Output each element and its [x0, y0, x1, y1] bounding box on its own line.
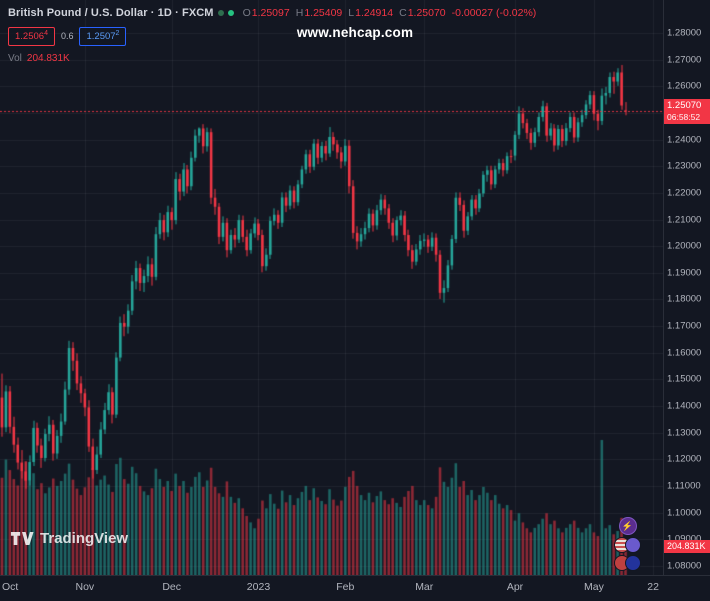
price-tick-label: 1.22000	[667, 187, 702, 199]
time-tick-label: Mar	[415, 581, 434, 593]
low-value: 1.24914	[355, 7, 394, 19]
buy-price-button[interactable]: 1.25072	[79, 27, 127, 46]
volume-value: 204.831K	[26, 52, 70, 64]
close-value: 1.25070	[407, 7, 446, 19]
low-label: L	[348, 7, 355, 19]
bar-close-countdown: 06:58:52	[667, 111, 701, 122]
flag-right-icon	[625, 537, 641, 553]
high-label: H	[295, 7, 304, 19]
price-tick-label: 1.27000	[667, 54, 702, 66]
currency-pair-badge-icon[interactable]	[614, 555, 641, 571]
sell-price-button[interactable]: 1.25064	[8, 27, 55, 46]
tradingview-logo-icon	[10, 532, 34, 545]
price-tick-label: 1.17000	[667, 320, 702, 332]
price-tick-label: 1.16000	[667, 347, 702, 359]
tradingview-logo[interactable]: TradingView	[10, 530, 128, 547]
price-tick-label: 1.24000	[667, 134, 702, 146]
time-tick-label: 22	[647, 581, 659, 593]
price-tick-label: 1.15000	[667, 373, 702, 385]
time-tick-label: 2023	[246, 581, 271, 593]
close-label: C	[399, 7, 407, 19]
time-tick-label: Oct	[2, 581, 19, 593]
volume-readout: Vol 204.831K	[8, 53, 536, 64]
time-tick-label: Apr	[506, 581, 524, 593]
lightning-badge-icon[interactable]: ⚡	[618, 517, 637, 535]
price-tick-label: 1.09000	[667, 534, 701, 545]
spread-value: 0.6	[60, 31, 74, 42]
time-tick-label: Feb	[336, 581, 355, 593]
currency-pair-badge-icon[interactable]	[614, 537, 641, 553]
chart-pane: British Pound / U.S. Dollar · 1D · FXCM …	[0, 0, 663, 575]
tradingview-logo-text: TradingView	[40, 530, 129, 547]
price-tick-label: 1.20000	[667, 240, 702, 252]
price-tick-label: 1.18000	[667, 293, 702, 305]
market-status-dot-icon	[217, 10, 224, 16]
last-price-value: 1.25070	[667, 100, 702, 112]
data-connection-dot-icon	[227, 10, 234, 16]
price-tick-label: 1.08000	[667, 560, 702, 572]
price-tick-label: 1.28000	[667, 27, 702, 39]
price-tick-label: 1.14000	[667, 400, 702, 412]
price-tick-label: 1.26000	[667, 80, 702, 92]
high-value: 1.25409	[304, 7, 343, 19]
time-tick-label: May	[584, 581, 604, 593]
site-watermark: www.nehcap.com	[296, 25, 414, 40]
last-price-badge[interactable]: 1.25070 06:58:52	[664, 99, 710, 124]
open-value: 1.25097	[251, 7, 290, 19]
time-tick-label: Nov	[75, 581, 95, 593]
change-value: -0.00027 (-0.02%)	[451, 7, 537, 19]
price-chart-canvas[interactable]	[0, 0, 663, 575]
price-tick-label: 1.13000	[667, 427, 702, 439]
price-tick-label: 1.12000	[667, 453, 702, 465]
time-axis[interactable]: Oct Nov Dec 2023 Feb Mar Apr May 22	[0, 575, 710, 601]
chart-legend: British Pound / U.S. Dollar · 1D · FXCM …	[8, 6, 536, 64]
time-tick-label: Dec	[162, 581, 181, 593]
floating-widgets: ⚡	[614, 517, 641, 571]
price-tick-label: 1.23000	[667, 160, 702, 172]
volume-axis-badge: 204.831K	[664, 540, 710, 553]
price-tick-label: 1.11000	[667, 480, 701, 492]
price-axis[interactable]: 1.25070 06:58:52 204.831K 1.08000 1.09000…	[663, 0, 710, 575]
price-tick-label: 1.21000	[667, 214, 702, 226]
symbol-title[interactable]: British Pound / U.S. Dollar · 1D · FXCM	[8, 7, 214, 19]
ohlc-readout: O 1.25097 H 1.25409 L 1.24914 C 1.25070 -0.0…	[243, 7, 537, 19]
price-tick-label: 1.19000	[667, 267, 702, 279]
flag-right-icon	[625, 555, 641, 571]
volume-label: Vol	[8, 52, 22, 64]
price-tick-label: 1.10000	[667, 507, 702, 519]
open-label: O	[242, 7, 251, 19]
